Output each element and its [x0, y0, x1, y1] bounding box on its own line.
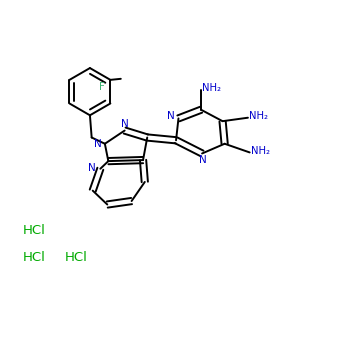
Text: NH₂: NH₂: [251, 146, 270, 156]
Text: HCl: HCl: [65, 251, 88, 264]
Text: HCl: HCl: [23, 251, 46, 264]
Text: N: N: [94, 139, 102, 149]
Text: N: N: [88, 163, 96, 173]
Text: F: F: [99, 83, 105, 92]
Text: N: N: [121, 119, 129, 128]
Text: HCl: HCl: [23, 224, 46, 237]
Text: N: N: [199, 155, 207, 166]
Text: NH₂: NH₂: [249, 111, 268, 121]
Text: NH₂: NH₂: [202, 83, 221, 93]
Text: N: N: [167, 111, 175, 121]
